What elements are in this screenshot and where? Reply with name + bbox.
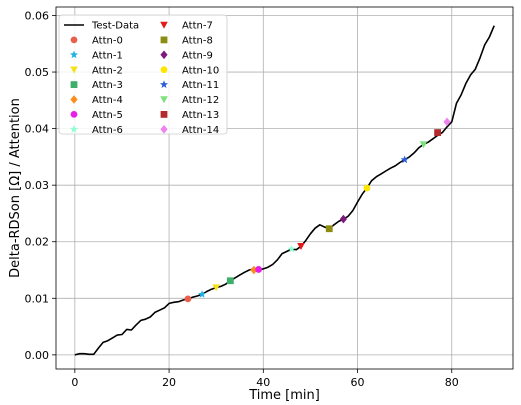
legend-label: Attn-10 bbox=[182, 65, 219, 76]
marker-layer bbox=[184, 117, 451, 303]
legend-swatch-attn-2 bbox=[70, 66, 78, 74]
x-tick-label: 80 bbox=[445, 376, 459, 389]
legend-swatch-attn-11 bbox=[160, 80, 168, 88]
legend-swatch-attn-12 bbox=[160, 96, 168, 104]
legend-label: Attn-9 bbox=[182, 50, 213, 61]
legend-box bbox=[58, 14, 228, 135]
legend-label: Attn-2 bbox=[92, 65, 123, 76]
x-tick-label: 0 bbox=[71, 376, 78, 389]
y-axis-ticks: 0.00 0.01 0.02 0.03 0.04 0.05 0.06 bbox=[25, 9, 56, 362]
y-tick-label: 0.01 bbox=[25, 292, 50, 305]
marker-attn-6 bbox=[287, 244, 296, 253]
marker-attn-12 bbox=[419, 141, 428, 149]
x-tick-label: 60 bbox=[351, 376, 365, 389]
legend-swatch-attn-8 bbox=[160, 36, 168, 44]
legend-label: Attn-7 bbox=[182, 21, 213, 32]
legend-label: Test-Data bbox=[91, 21, 139, 32]
legend-swatch-attn-1 bbox=[70, 50, 78, 59]
legend-swatch-attn-10 bbox=[160, 66, 168, 74]
marker-attn-13 bbox=[434, 129, 442, 136]
legend-swatch-attn-6 bbox=[70, 125, 78, 133]
legend-label: Attn-4 bbox=[92, 95, 123, 106]
plot-frame bbox=[55, 6, 514, 370]
y-tick-label: 0.05 bbox=[25, 66, 50, 79]
legend-swatch-attn-0 bbox=[70, 36, 78, 44]
y-axis-label: Delta-RDSon [Ω] / Attention bbox=[8, 98, 23, 278]
legend-label: Attn-1 bbox=[92, 50, 123, 61]
y-tick-label: 0.04 bbox=[25, 123, 50, 136]
marker-attn-7 bbox=[297, 243, 305, 251]
legend-label: Attn-11 bbox=[182, 80, 219, 91]
marker-attn-2 bbox=[212, 284, 220, 292]
legend-label: Attn-3 bbox=[92, 80, 123, 91]
legend-swatch-attn-5 bbox=[70, 111, 78, 118]
marker-attn-10 bbox=[363, 184, 371, 192]
x-axis-ticks: 0 20 40 60 80 bbox=[71, 369, 459, 389]
legend-swatch-attn-14 bbox=[160, 125, 168, 134]
legend-swatch-attn-4 bbox=[70, 95, 78, 104]
marker-attn-1 bbox=[198, 290, 206, 298]
marker-attn-9 bbox=[339, 214, 347, 224]
marker-attn-11 bbox=[400, 155, 409, 164]
legend-swatch-attn-13 bbox=[160, 111, 168, 118]
y-tick-label: 0.06 bbox=[25, 9, 50, 22]
x-tick-label: 40 bbox=[256, 376, 270, 389]
x-axis-label: Time [min] bbox=[248, 388, 320, 403]
legend-swatch-attn-7 bbox=[160, 21, 168, 29]
legend-label: Attn-8 bbox=[182, 36, 213, 47]
marker-attn-14 bbox=[443, 117, 451, 127]
legend-label: Attn-0 bbox=[92, 36, 123, 47]
legend: Test-Data Attn-0 Attn-1 Attn-2 Attn-3 Attn-4 A… bbox=[58, 14, 228, 136]
legend-label: Attn-12 bbox=[182, 95, 219, 106]
legend-label: Attn-6 bbox=[92, 125, 123, 136]
marker-attn-3 bbox=[226, 277, 234, 285]
marker-attn-0 bbox=[184, 295, 192, 303]
legend-swatch-attn-9 bbox=[160, 50, 168, 60]
y-tick-label: 0.02 bbox=[25, 236, 50, 249]
grid bbox=[56, 7, 513, 369]
y-tick-label: 0.00 bbox=[25, 349, 50, 362]
legend-swatch-attn-3 bbox=[70, 81, 78, 88]
legend-label: Attn-5 bbox=[92, 110, 123, 121]
legend-label: Attn-13 bbox=[182, 110, 219, 121]
y-tick-label: 0.03 bbox=[25, 179, 50, 192]
marker-attn-8 bbox=[325, 225, 333, 233]
legend-label: Attn-14 bbox=[182, 125, 219, 136]
x-tick-label: 20 bbox=[162, 376, 176, 389]
marker-attn-5 bbox=[255, 266, 262, 273]
